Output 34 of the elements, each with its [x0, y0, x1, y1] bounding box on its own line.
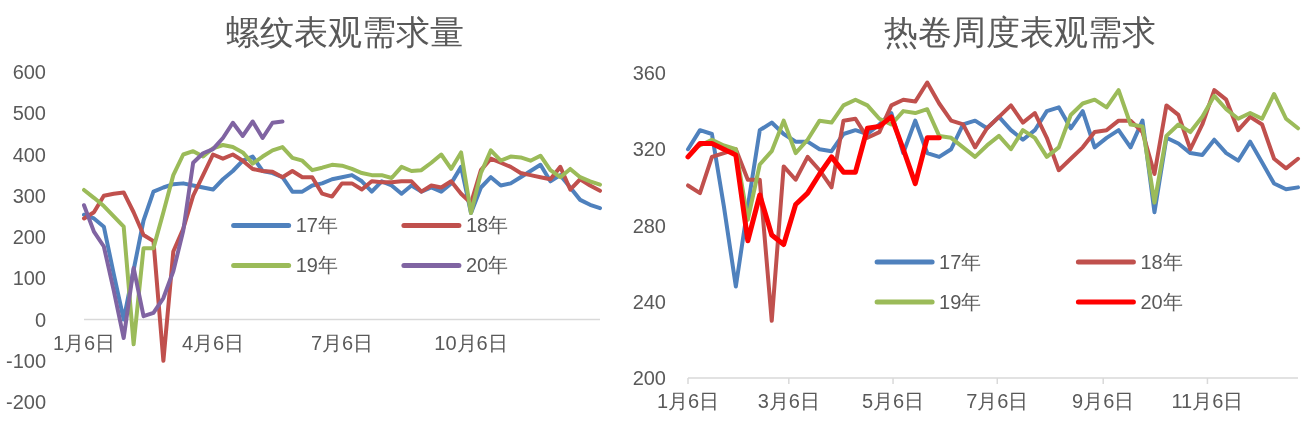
legend-label: 18年: [465, 214, 509, 237]
y-tick-label: 320: [632, 138, 666, 161]
legend-label: 19年: [295, 254, 338, 277]
x-tick-label: 1月6日: [656, 390, 720, 412]
y-tick-label: -100: [5, 349, 46, 372]
x-tick-label: 11月6日: [1171, 390, 1244, 412]
x-tick-label: 10月6日: [434, 331, 508, 354]
y-tick-label: 200: [12, 226, 46, 248]
legend-label: 17年: [939, 251, 982, 274]
x-tick-label: 7月6日: [310, 331, 374, 354]
y-tick-label: 360: [632, 62, 666, 84]
x-tick-label: 3月6日: [757, 390, 820, 412]
y-tick-label: 200: [632, 367, 666, 389]
chart-title: 热卷周度表观需求: [884, 13, 1156, 51]
legend-label: 17年: [295, 214, 338, 237]
y-tick-label: 100: [12, 267, 46, 290]
chart-title: 螺纹表观需求量: [226, 13, 464, 51]
y-tick-label: -200: [5, 391, 46, 413]
x-tick-label: 5月6日: [861, 390, 925, 412]
y-tick-label: 300: [12, 184, 46, 207]
y-tick-label: 600: [12, 61, 46, 83]
legend-label: 20年: [1140, 291, 1183, 314]
legend-label: 20年: [465, 254, 509, 277]
legend-label: 18年: [1140, 251, 1183, 274]
y-tick-label: 240: [632, 290, 666, 313]
x-tick-label: 1月6日: [52, 331, 116, 354]
legend-label: 19年: [939, 291, 982, 314]
y-tick-label: 400: [12, 143, 46, 166]
y-tick-label: 0: [34, 308, 46, 331]
y-tick-label: 280: [632, 214, 666, 237]
x-tick-label: 4月6日: [181, 331, 245, 354]
x-tick-label: 9月6日: [1072, 390, 1135, 412]
x-tick-label: 7月6日: [966, 390, 1029, 412]
y-tick-label: 500: [12, 102, 46, 125]
